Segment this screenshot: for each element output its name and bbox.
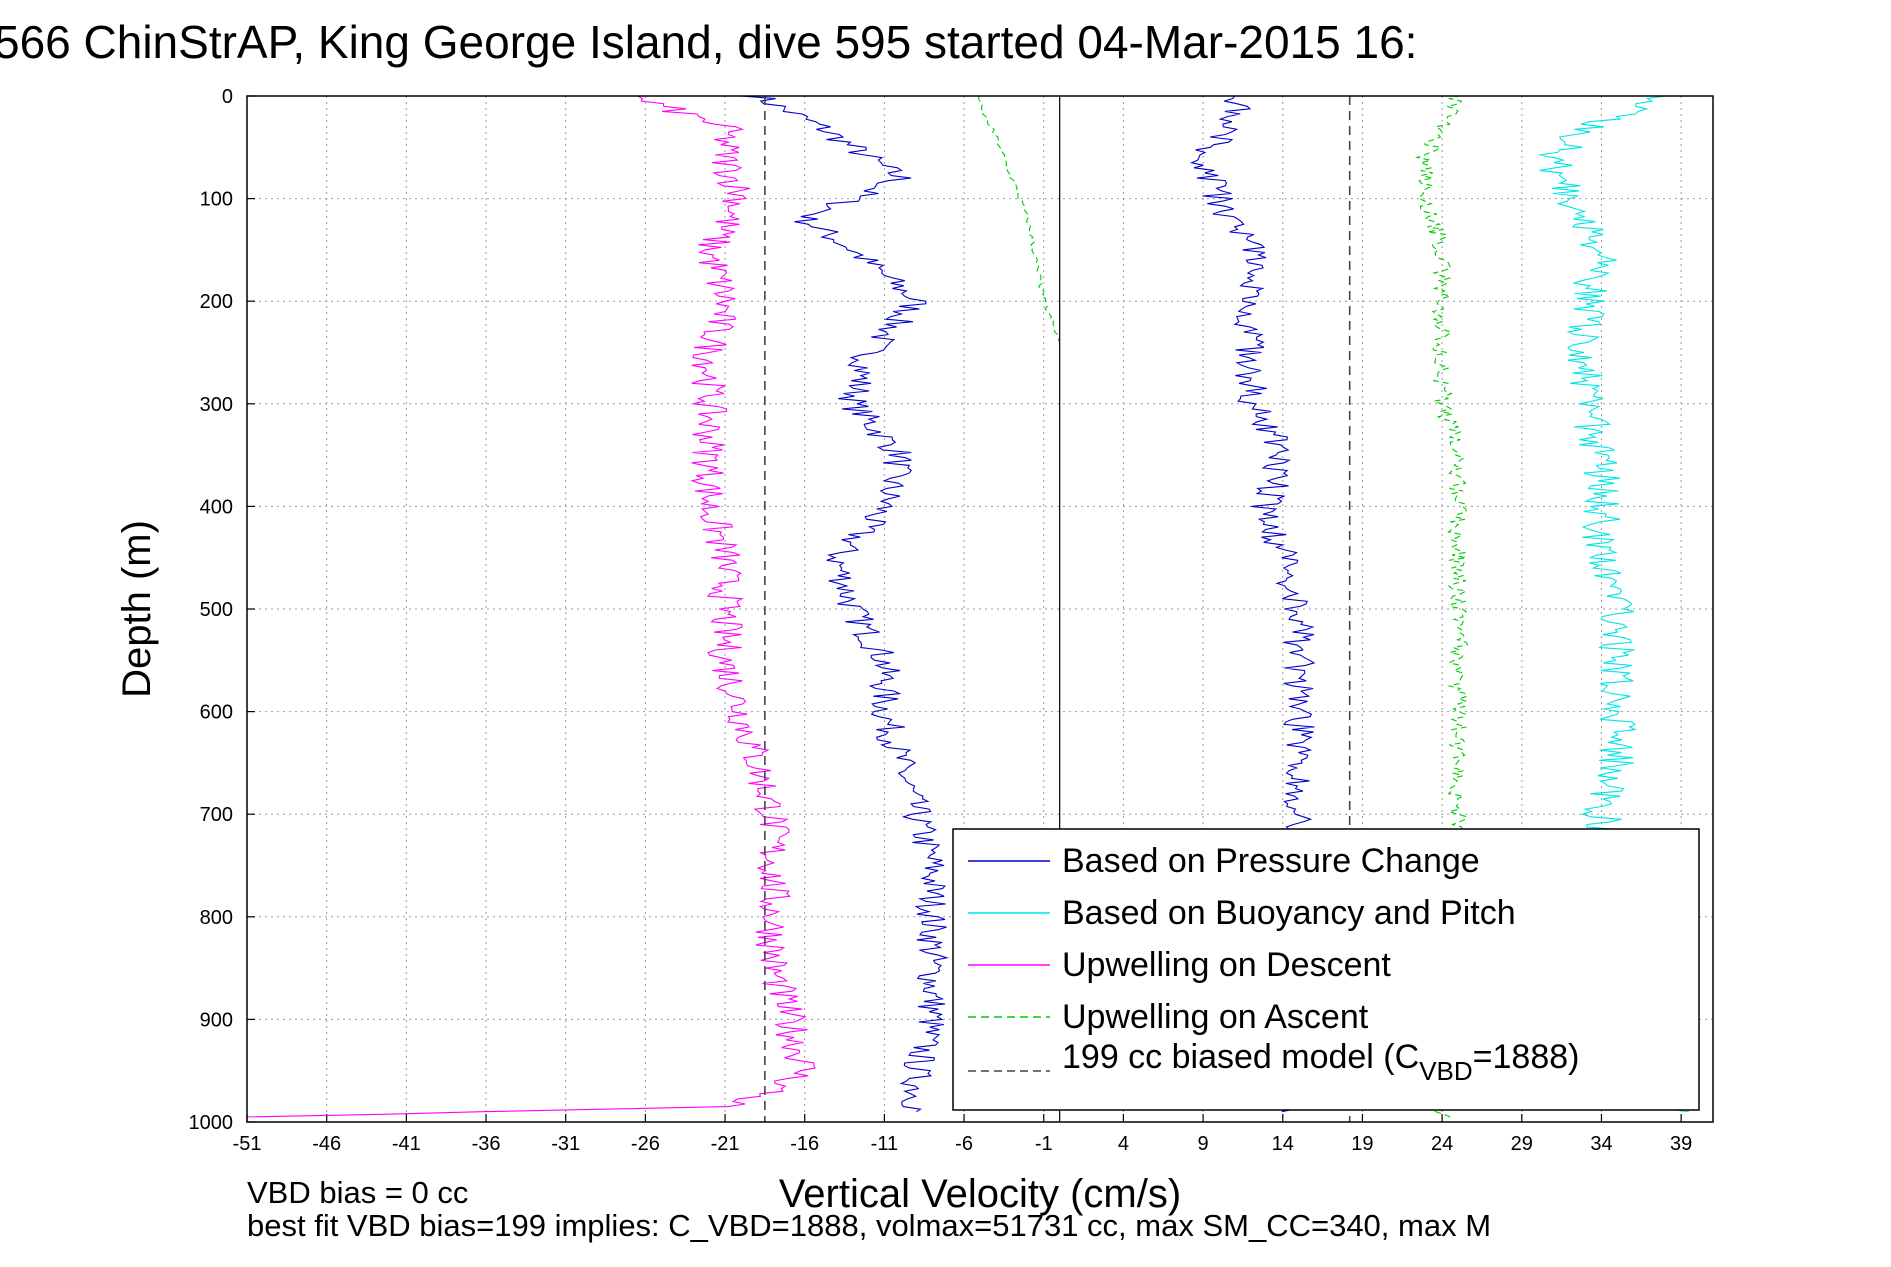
x-tick-label: -51 (233, 1133, 262, 1155)
legend-label-3: Upwelling on Ascent (1062, 998, 1369, 1036)
legend: Based on Pressure Change Based on Buoyanc… (952, 828, 1700, 1111)
chart-title: 566 ChinStrAP, King George Island, dive … (0, 16, 1417, 68)
series-3-descent (977, 95, 1061, 343)
x-tick-label: -21 (711, 1133, 740, 1155)
x-tick-label: 29 (1511, 1133, 1533, 1155)
x-tick-label: 39 (1670, 1133, 1692, 1155)
series-2-descent (246, 95, 816, 1118)
y-tick-label: 700 (200, 804, 233, 826)
plot-frame (246, 95, 1714, 1123)
y-tick-labels: 0 100 200 300 400 500 600 700 800 900 1000 (189, 86, 234, 1134)
x-axis-label: Vertical Velocity (cm/s) (779, 1172, 1181, 1216)
x-tick-label: -16 (790, 1133, 819, 1155)
x-tick-label: -11 (871, 1133, 898, 1155)
y-tick-label: 400 (200, 496, 233, 518)
x-tick-label: 24 (1431, 1133, 1453, 1155)
x-tick-label: 9 (1198, 1133, 1209, 1155)
y-tick-label: 500 (200, 599, 233, 621)
x-tick-labels: -51 -46 -41 -36 -31 -26 -21 -16 -11 -6 -1 4 9 14 19 24 2… (233, 1133, 1693, 1155)
y-tick-label: 900 (200, 1009, 233, 1031)
legend-label-1: Based on Buoyancy and Pitch (1062, 894, 1516, 932)
y-tick-label: 0 (222, 86, 233, 108)
y-tick-label: 200 (200, 291, 233, 313)
x-tick-label: 4 (1118, 1133, 1129, 1155)
y-axis-label: Depth (m) (115, 520, 159, 698)
y-tick-label: 1000 (189, 1112, 234, 1134)
x-tick-label: -41 (392, 1133, 421, 1155)
legend-label-2: Upwelling on Descent (1062, 946, 1391, 984)
y-tick-label: 100 (200, 189, 233, 211)
legend-label-0: Based on Pressure Change (1062, 842, 1480, 880)
x-tick-label: 14 (1272, 1133, 1294, 1155)
x-tick-label: -46 (312, 1133, 341, 1155)
series-0-descent (740, 95, 949, 1113)
x-tick-label: 34 (1590, 1133, 1612, 1155)
legend-box (952, 828, 1700, 1111)
y-tick-label: 800 (200, 907, 233, 929)
x-tick-label: 19 (1351, 1133, 1373, 1155)
x-tick-label: -6 (955, 1133, 973, 1155)
x-tick-label: -31 (551, 1133, 580, 1155)
x-tick-label: -36 (472, 1133, 501, 1155)
legend-label-model: 199 cc biased model (CVBD=1888) (1062, 1038, 1579, 1086)
footer-best-fit: best fit VBD bias=199 implies: C_VBD=188… (247, 1208, 1491, 1243)
x-tick-label: -26 (631, 1133, 660, 1155)
y-tick-label: 600 (200, 702, 233, 724)
x-tick-label: -1 (1035, 1133, 1053, 1155)
footer-vbd-bias: VBD bias = 0 cc (247, 1175, 468, 1210)
y-tick-label: 300 (200, 394, 233, 416)
